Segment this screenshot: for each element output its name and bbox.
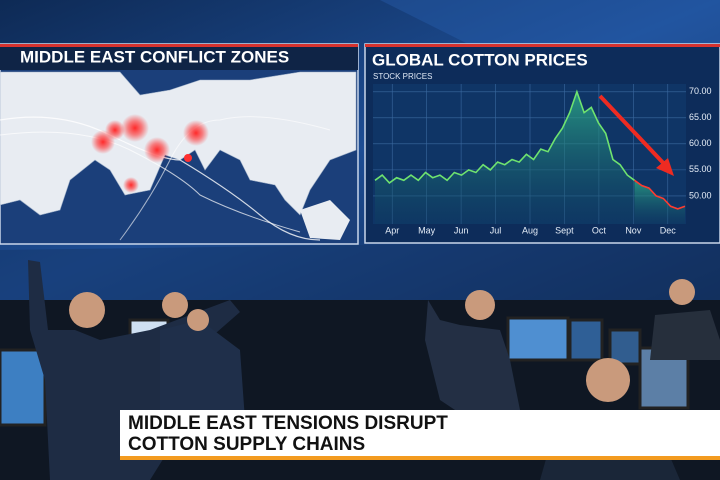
x-tick-label: May <box>418 225 436 235</box>
x-tick-label: Apr <box>385 225 399 235</box>
conflict-hotspot <box>144 137 170 163</box>
conflict-hotspot <box>183 120 209 146</box>
monitor <box>608 328 642 366</box>
x-tick-label: Jul <box>490 225 502 235</box>
map-title: MIDDLE EAST CONFLICT ZONES <box>20 47 289 66</box>
trend-arrow-head <box>656 158 674 176</box>
trader <box>650 310 720 360</box>
x-tick-label: Dec <box>660 225 677 235</box>
x-tick-label: Jun <box>454 225 469 235</box>
monitor <box>568 318 604 362</box>
shipping-route <box>0 131 301 233</box>
shipping-route <box>0 116 321 241</box>
monitor <box>506 316 570 362</box>
y-tick-label: 60.00 <box>689 138 712 148</box>
headline-line: COTTON SUPPLY CHAINS <box>128 434 365 455</box>
y-tick-label: 50.00 <box>689 190 712 200</box>
headline-box <box>120 410 720 458</box>
price-area <box>375 91 635 224</box>
trader-head <box>187 309 209 331</box>
map-title-accent <box>0 44 358 47</box>
trader-head <box>69 292 105 328</box>
price-line <box>374 89 635 184</box>
conflict-hotspot <box>184 154 192 162</box>
conflict-hotspot <box>105 120 125 140</box>
wall-stripe <box>0 240 720 300</box>
map-land <box>300 200 350 240</box>
y-tick-label: 55.00 <box>689 164 712 174</box>
lower-third: MIDDLE EAST TENSIONS DISRUPT COTTON SUPP… <box>120 410 720 460</box>
trader-head <box>162 292 188 318</box>
price-line <box>634 179 686 210</box>
trend-arrow <box>598 94 670 170</box>
monitor <box>0 348 47 427</box>
trader-head <box>586 358 630 402</box>
price-area <box>634 180 685 224</box>
trader-head <box>669 279 695 305</box>
chart-panel: GLOBAL COTTON PRICES STOCK PRICES 50.00 5… <box>364 43 720 244</box>
map-title-bar <box>0 44 358 70</box>
x-tick-label: Oct <box>592 225 607 235</box>
x-tick-label: Aug <box>522 225 538 235</box>
headline-line: MIDDLE EAST TENSIONS DISRUPT <box>128 413 448 434</box>
trader <box>425 300 520 420</box>
chart-title-accent <box>365 44 720 47</box>
map-land <box>0 71 357 216</box>
y-tick-label: 65.00 <box>689 112 712 122</box>
x-tick-label: Sept <box>555 225 574 235</box>
x-tick-label: Nov <box>625 225 642 235</box>
y-tick-label: 70.00 <box>689 86 712 96</box>
y-axis-label: STOCK PRICES <box>373 72 432 81</box>
conflict-hotspot <box>123 177 139 193</box>
trader-head <box>465 290 495 320</box>
conflict-hotspot <box>121 114 149 142</box>
headline-accent <box>120 456 720 460</box>
map-panel: MIDDLE EAST CONFLICT ZONES <box>0 43 359 245</box>
trader <box>28 260 240 480</box>
chart-title: GLOBAL COTTON PRICES <box>372 50 588 69</box>
trader <box>160 320 245 420</box>
